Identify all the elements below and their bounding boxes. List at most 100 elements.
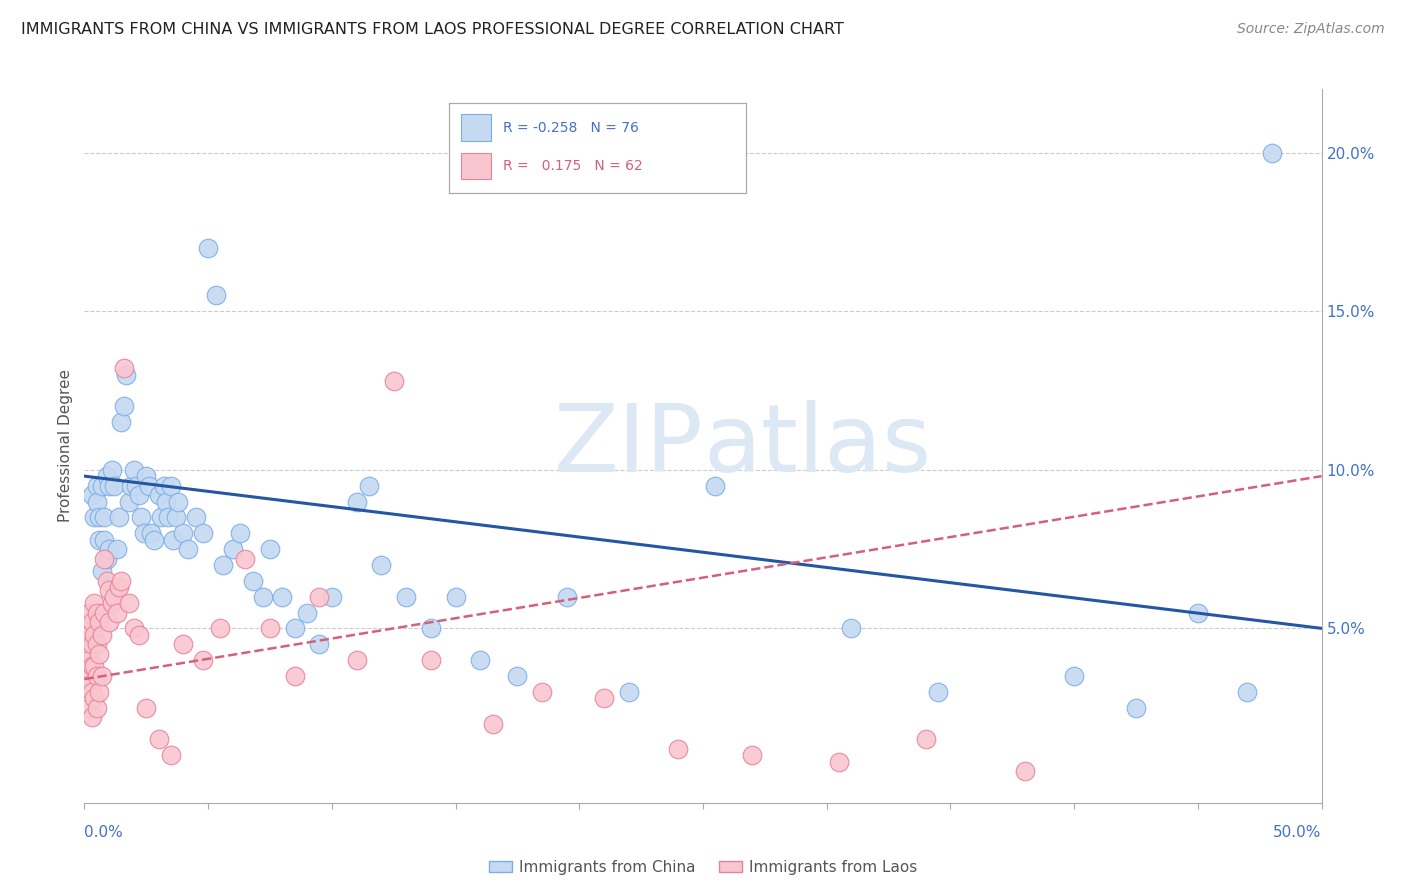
Point	[89, 533, 111, 547]
Point	[110, 574, 132, 588]
Point	[1187, 606, 1209, 620]
Point	[100, 596, 122, 610]
Point	[122, 463, 145, 477]
Point	[617, 685, 640, 699]
Legend: Immigrants from China, Immigrants from Laos: Immigrants from China, Immigrants from L…	[482, 854, 924, 880]
Point	[96, 551, 118, 566]
Point	[191, 526, 214, 541]
Point	[165, 510, 187, 524]
Point	[1236, 685, 1258, 699]
Point	[105, 542, 128, 557]
Point	[233, 551, 256, 566]
Point	[395, 590, 418, 604]
Point	[112, 400, 135, 414]
Point	[86, 637, 108, 651]
Point	[346, 494, 368, 508]
Point	[419, 621, 441, 635]
Point	[80, 710, 103, 724]
Y-axis label: Professional Degree: Professional Degree	[58, 369, 73, 523]
Point	[93, 510, 115, 524]
Point	[89, 647, 111, 661]
Point	[142, 533, 165, 547]
Point	[89, 510, 111, 524]
Point	[115, 368, 138, 382]
Point	[593, 691, 616, 706]
Point	[129, 510, 152, 524]
Text: 0.0%: 0.0%	[84, 825, 124, 840]
Point	[506, 669, 529, 683]
Point	[1261, 145, 1284, 160]
Point	[148, 732, 170, 747]
Point	[79, 700, 101, 714]
Point	[135, 469, 157, 483]
Point	[284, 621, 307, 635]
Point	[103, 590, 125, 604]
Point	[128, 628, 150, 642]
Point	[80, 659, 103, 673]
Point	[150, 510, 173, 524]
Point	[212, 558, 235, 572]
Point	[105, 606, 128, 620]
Point	[110, 415, 132, 429]
Point	[112, 361, 135, 376]
Point	[98, 615, 121, 629]
Point	[222, 542, 245, 557]
Point	[370, 558, 392, 572]
Point	[80, 615, 103, 629]
Point	[242, 574, 264, 588]
Point	[83, 691, 105, 706]
Point	[284, 669, 307, 683]
Point	[252, 590, 274, 604]
Point	[89, 615, 111, 629]
Point	[172, 526, 194, 541]
Point	[148, 488, 170, 502]
Point	[914, 732, 936, 747]
Point	[80, 488, 103, 502]
Point	[122, 621, 145, 635]
Point	[79, 678, 101, 692]
Point	[704, 478, 727, 492]
Point	[103, 478, 125, 492]
Point	[76, 621, 98, 635]
Point	[83, 510, 105, 524]
Point	[481, 716, 503, 731]
Point	[93, 533, 115, 547]
Point	[204, 288, 226, 302]
Point	[271, 590, 294, 604]
Point	[197, 241, 219, 255]
Point	[308, 637, 330, 651]
Point	[666, 742, 689, 756]
Point	[80, 637, 103, 651]
Point	[76, 669, 98, 683]
Point	[321, 590, 343, 604]
Text: ZIP: ZIP	[554, 400, 703, 492]
Point	[555, 590, 578, 604]
Point	[118, 494, 141, 508]
Point	[93, 606, 115, 620]
Point	[160, 478, 183, 492]
Point	[157, 510, 180, 524]
Point	[132, 526, 155, 541]
Point	[98, 583, 121, 598]
Point	[167, 494, 190, 508]
Point	[162, 533, 184, 547]
Point	[470, 653, 492, 667]
Point	[98, 478, 121, 492]
Point	[86, 478, 108, 492]
Point	[346, 653, 368, 667]
Point	[86, 494, 108, 508]
Point	[79, 606, 101, 620]
Point	[531, 685, 554, 699]
Point	[927, 685, 949, 699]
Point	[125, 478, 148, 492]
Point	[93, 551, 115, 566]
Point	[90, 669, 112, 683]
Text: IMMIGRANTS FROM CHINA VS IMMIGRANTS FROM LAOS PROFESSIONAL DEGREE CORRELATION CH: IMMIGRANTS FROM CHINA VS IMMIGRANTS FROM…	[21, 22, 844, 37]
Point	[90, 478, 112, 492]
Point	[1125, 700, 1147, 714]
Point	[76, 647, 98, 661]
Point	[108, 510, 131, 524]
Point	[120, 478, 142, 492]
Point	[83, 659, 105, 673]
Point	[177, 542, 200, 557]
